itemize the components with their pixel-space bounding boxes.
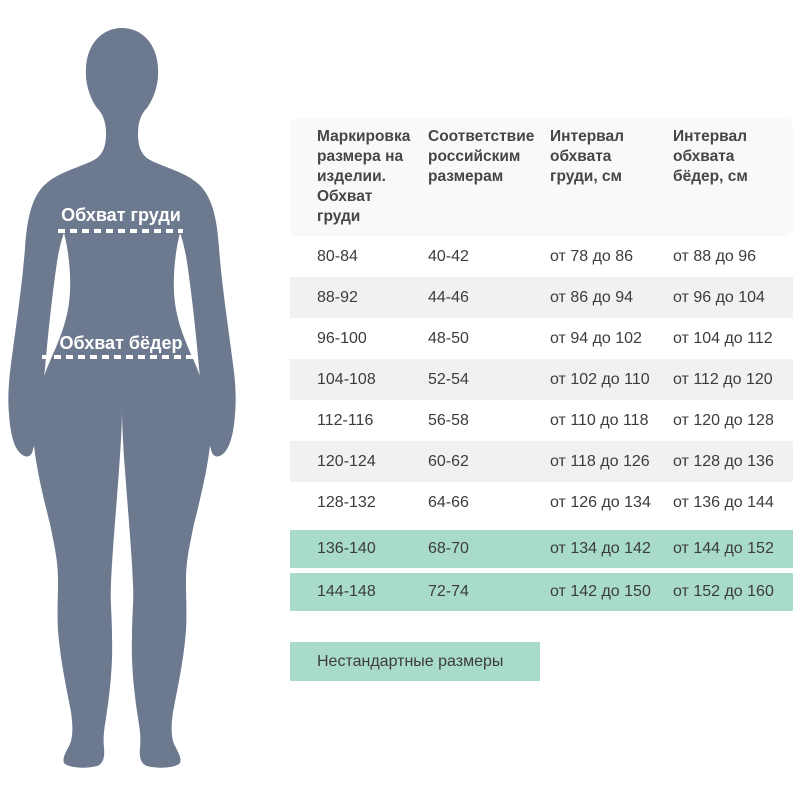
size-table: Маркировка размера на изделии. Обхват гр… (290, 118, 793, 681)
table-row: 128-132 64-66 от 126 до 134 от 136 до 14… (290, 482, 793, 523)
cell-size-marking: 96-100 (317, 329, 367, 347)
table-row: 96-100 48-50 от 94 до 102 от 104 до 112 (290, 318, 793, 359)
cell-hips-interval: от 136 до 144 (673, 493, 774, 511)
cell-chest-interval: от 134 до 142 (550, 540, 651, 557)
cell-size-marking: 88-92 (317, 288, 358, 306)
table-row: 112-116 56-58 от 110 до 118 от 120 до 12… (290, 400, 793, 441)
table-row: 120-124 60-62 от 118 до 126 от 128 до 13… (290, 441, 793, 482)
cell-chest-interval: от 86 до 94 (550, 288, 634, 306)
hips-label: Обхват бёдер (60, 333, 183, 353)
table-header-row: Маркировка размера на изделии. Обхват гр… (290, 118, 793, 236)
cell-hips-interval: от 152 до 160 (673, 583, 774, 600)
cell-russian-size: 68-70 (428, 540, 469, 557)
chest-label: Обхват груди (61, 205, 181, 225)
cell-russian-size: 40-42 (428, 247, 469, 265)
table-row: 88-92 44-46 от 86 до 94 от 96 до 104 (290, 277, 793, 318)
cell-chest-interval: от 110 до 118 (550, 411, 649, 429)
legend-label: Нестандартные размеры (317, 652, 504, 670)
cell-hips-interval: от 112 до 120 (673, 370, 773, 388)
cell-russian-size: 52-54 (428, 370, 469, 388)
cell-russian-size: 72-74 (428, 583, 469, 600)
cell-size-marking: 80-84 (317, 247, 358, 265)
cell-hips-interval: от 128 до 136 (673, 452, 774, 470)
cell-chest-interval: от 126 до 134 (550, 493, 651, 511)
cell-russian-size: 44-46 (428, 288, 469, 306)
cell-hips-interval: от 104 до 112 (673, 329, 773, 347)
header-size-marking: Маркировка размера на изделии. Обхват гр… (317, 128, 411, 225)
table-rows: 80-84 40-42 от 78 до 86 от 88 до 96 88-9… (290, 236, 793, 611)
cell-russian-size: 60-62 (428, 452, 469, 470)
cell-size-marking: 120-124 (317, 452, 376, 470)
cell-russian-size: 56-58 (428, 411, 469, 429)
cell-chest-interval: от 78 до 86 (550, 247, 634, 265)
cell-size-marking: 104-108 (317, 370, 376, 388)
cell-hips-interval: от 96 до 104 (673, 288, 765, 306)
cell-chest-interval: от 142 до 150 (550, 583, 651, 600)
female-body-silhouette: Обхват груди Обхват бёдер (8, 28, 236, 768)
header-hips-interval: Интервал обхвата бёдер, см (673, 128, 748, 185)
cell-hips-interval: от 144 до 152 (673, 540, 774, 557)
cell-hips-interval: от 120 до 128 (673, 411, 774, 429)
cell-chest-interval: от 94 до 102 (550, 329, 642, 347)
table-row: 104-108 52-54 от 102 до 110 от 112 до 12… (290, 359, 793, 400)
cell-hips-interval: от 88 до 96 (673, 247, 757, 265)
cell-size-marking: 144-148 (317, 583, 376, 600)
cell-chest-interval: от 118 до 126 (550, 452, 650, 470)
table-row: 144-148 72-74 от 142 до 150 от 152 до 16… (290, 573, 793, 611)
legend-nonstandard-sizes: Нестандартные размеры (290, 642, 540, 681)
cell-size-marking: 112-116 (317, 411, 374, 429)
body-silhouette-shape (8, 28, 236, 768)
header-russian-size: Соответствие российским размерам (428, 128, 535, 185)
cell-chest-interval: от 102 до 110 (550, 370, 650, 388)
table-row: 136-140 68-70 от 134 до 142 от 144 до 15… (290, 530, 793, 568)
cell-size-marking: 128-132 (317, 493, 376, 511)
cell-size-marking: 136-140 (317, 540, 376, 557)
cell-russian-size: 48-50 (428, 329, 469, 347)
header-chest-interval: Интервал обхвата груди, см (550, 128, 624, 185)
table-row: 80-84 40-42 от 78 до 86 от 88 до 96 (290, 236, 793, 277)
cell-russian-size: 64-66 (428, 493, 469, 511)
